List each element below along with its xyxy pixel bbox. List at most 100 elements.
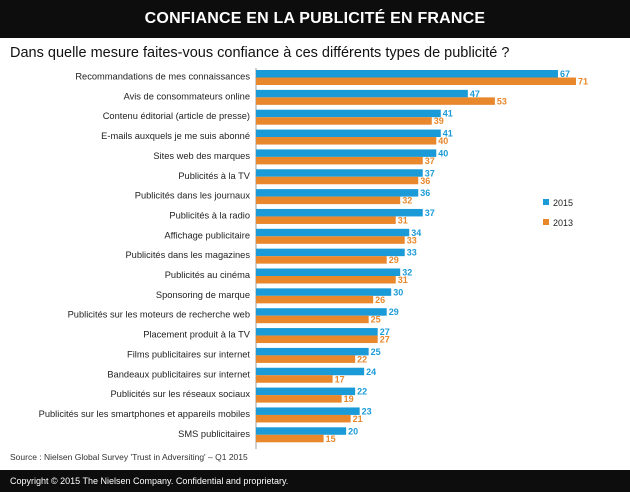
value-label-2015-sms-publicitaires: 20 (348, 426, 358, 436)
bar-2013-placement-produit-a-la-tv (256, 335, 378, 344)
chart-title-banner: CONFIANCE EN LA PUBLICITÉ EN FRANCE (0, 0, 630, 38)
legend-swatch-2013 (543, 219, 549, 225)
value-label-2015-publicites-a-la-tv: 37 (425, 168, 435, 178)
bar-2015-publicites-sur-les-reseaux-sociaux (256, 387, 356, 396)
value-label-2013-publicites-sur-les-reseaux-sociaux: 19 (344, 394, 354, 404)
value-label-2015-publicites-sur-les-moteurs-de-recherche-web: 29 (389, 307, 399, 317)
category-label-publicites-a-la-radio: Publicités à la radio (169, 210, 250, 220)
category-label-publicites-a-la-tv: Publicités à la TV (178, 171, 250, 181)
bar-2013-publicites-sur-les-reseaux-sociaux (256, 395, 342, 403)
value-label-2013-sponsoring-de-marque: 26 (375, 295, 385, 305)
bar-2013-sites-web-des-marques (256, 156, 423, 165)
bar-2013-recommandations-de-mes-connaissances (256, 77, 576, 85)
category-label-sms-publicitaires: SMS publicitaires (178, 429, 250, 439)
value-label-2013-e-mails-auxquels-je-me-suis-abonne: 40 (438, 136, 448, 146)
bar-2015-placement-produit-a-la-tv (256, 328, 378, 336)
value-label-2013-recommandations-de-mes-connaissances: 71 (578, 77, 588, 87)
bar-chart: Recommandations de mes connaissances 67 71… (39, 68, 588, 450)
bar-2015-publicites-a-la-tv (256, 169, 423, 177)
bar-2013-sms-publicitaires (256, 434, 324, 443)
chart-title: CONFIANCE EN LA PUBLICITÉ EN FRANCE (144, 10, 486, 27)
value-label-2013-publicites-a-la-radio: 31 (398, 215, 408, 225)
bar-2013-films-publicitaires-sur-internet (256, 355, 356, 363)
copyright-footer: Copyright © 2015 The Nielsen Company. Co… (0, 470, 630, 492)
bar-2015-bandeaux-publicitaires-sur-internet (256, 367, 365, 376)
category-label-publicites-sur-les-moteurs-de-recherche-web: Publicités sur les moteurs de recherche … (68, 310, 250, 320)
value-label-2015-films-publicitaires-sur-internet: 25 (371, 347, 381, 357)
category-label-e-mails-auxquels-je-me-suis-abonne: E-mails auxquels je me suis abonné (101, 131, 250, 141)
bar-2013-publicites-dans-les-magazines (256, 256, 387, 264)
bar-2015-publicites-sur-les-smartphones-et-appareils-mobiles (256, 407, 360, 415)
value-label-2015-e-mails-auxquels-je-me-suis-abonne: 41 (443, 129, 453, 139)
category-label-contenu-editorial-article-de-presse: Contenu éditorial (article de presse) (103, 111, 250, 121)
value-label-2015-publicites-sur-les-smartphones-et-appareils-mobiles: 23 (362, 406, 372, 416)
bar-2013-avis-de-consommateurs-online (256, 97, 495, 105)
bar-2013-publicites-dans-les-journaux (256, 196, 401, 205)
category-label-sponsoring-de-marque: Sponsoring de marque (156, 290, 250, 300)
bar-2013-publicites-au-cinema (256, 276, 396, 284)
bar-2013-e-mails-auxquels-je-me-suis-abonne (256, 137, 437, 145)
value-label-2013-sms-publicitaires: 15 (326, 434, 336, 444)
value-label-2013-publicites-dans-les-journaux: 32 (402, 196, 412, 206)
value-label-2013-publicites-a-la-tv: 36 (420, 176, 430, 186)
category-label-publicites-dans-les-journaux: Publicités dans les journaux (135, 191, 251, 201)
value-label-2015-sites-web-des-marques: 40 (438, 148, 448, 158)
category-label-recommandations-de-mes-connaissances: Recommandations de mes connaissances (75, 72, 250, 82)
legend-label-2015: 2015 (553, 198, 573, 208)
value-label-2013-placement-produit-a-la-tv: 27 (380, 335, 390, 345)
value-label-2013-contenu-editorial-article-de-presse: 39 (434, 116, 444, 126)
value-label-2015-recommandations-de-mes-connaissances: 67 (560, 69, 570, 79)
value-label-2013-publicites-sur-les-smartphones-et-appareils-mobiles: 21 (353, 414, 363, 424)
value-label-2015-sponsoring-de-marque: 30 (393, 287, 403, 297)
value-label-2013-publicites-sur-les-moteurs-de-recherche-web: 25 (371, 315, 381, 325)
value-label-2013-sites-web-des-marques: 37 (425, 156, 435, 166)
source-note: Source : Nielsen Global Survey 'Trust in… (10, 452, 248, 462)
copyright-text: Copyright © 2015 The Nielsen Company. Co… (10, 476, 289, 486)
bar-2013-contenu-editorial-article-de-presse (256, 117, 432, 125)
bar-2015-publicites-au-cinema (256, 268, 401, 276)
bar-2015-publicites-a-la-radio (256, 208, 423, 217)
bar-2015-publicites-dans-les-journaux (256, 189, 419, 197)
category-label-publicites-sur-les-smartphones-et-appareils-mobiles: Publicités sur les smartphones et appare… (39, 409, 251, 419)
category-label-avis-de-consommateurs-online: Avis de consommateurs online (124, 91, 250, 101)
bar-2013-publicites-sur-les-smartphones-et-appareils-mobiles (256, 414, 351, 423)
category-label-films-publicitaires-sur-internet: Films publicitaires sur internet (127, 349, 250, 359)
category-label-placement-produit-a-la-tv: Placement produit à la TV (143, 330, 251, 340)
value-label-2015-avis-de-consommateurs-online: 47 (470, 89, 480, 99)
bar-2015-avis-de-consommateurs-online (256, 89, 468, 98)
category-label-affichage-publicitaire: Affichage publicitaire (164, 230, 250, 240)
bar-2015-sms-publicitaires (256, 427, 347, 435)
bar-2013-sponsoring-de-marque (256, 295, 374, 304)
category-label-bandeaux-publicitaires-sur-internet: Bandeaux publicitaires sur internet (107, 369, 250, 379)
legend-label-2013: 2013 (553, 218, 573, 228)
bar-2013-publicites-a-la-tv (256, 176, 419, 185)
bar-2015-publicites-sur-les-moteurs-de-recherche-web (256, 308, 387, 316)
value-label-2015-publicites-dans-les-journaux: 36 (420, 188, 430, 198)
bar-2015-e-mails-auxquels-je-me-suis-abonne (256, 129, 441, 138)
value-label-2015-publicites-dans-les-magazines: 33 (407, 248, 417, 258)
legend-swatch-2015 (543, 199, 549, 205)
category-label-sites-web-des-marques: Sites web des marques (153, 151, 250, 161)
value-label-2015-affichage-publicitaire: 34 (411, 228, 421, 238)
chart-subtitle: Dans quelle mesure faites-vous confiance… (10, 45, 510, 61)
bar-2015-films-publicitaires-sur-internet (256, 347, 369, 356)
bar-2015-affichage-publicitaire (256, 228, 410, 237)
value-label-2015-publicites-a-la-radio: 37 (425, 208, 435, 218)
value-label-2015-publicites-au-cinema: 32 (402, 268, 412, 278)
category-label-publicites-au-cinema: Publicités au cinéma (165, 270, 251, 280)
bar-2015-recommandations-de-mes-connaissances (256, 70, 558, 78)
bar-2015-publicites-dans-les-magazines (256, 248, 405, 257)
value-label-2013-bandeaux-publicitaires-sur-internet: 17 (335, 374, 345, 384)
bar-2015-contenu-editorial-article-de-presse (256, 109, 441, 118)
value-label-2013-affichage-publicitaire: 33 (407, 235, 417, 245)
bar-2013-affichage-publicitaire (256, 236, 405, 244)
value-label-2013-publicites-dans-les-magazines: 29 (389, 255, 399, 265)
bar-2015-sponsoring-de-marque (256, 288, 392, 296)
category-label-publicites-sur-les-reseaux-sociaux: Publicités sur les réseaux sociaux (110, 389, 250, 399)
category-label-publicites-dans-les-magazines: Publicités dans les magazines (125, 250, 250, 260)
bar-2013-publicites-a-la-radio (256, 216, 396, 224)
bar-2013-publicites-sur-les-moteurs-de-recherche-web (256, 315, 369, 324)
value-label-2015-contenu-editorial-article-de-presse: 41 (443, 109, 453, 119)
value-label-2015-bandeaux-publicitaires-sur-internet: 24 (366, 367, 376, 377)
bar-2013-bandeaux-publicitaires-sur-internet (256, 375, 333, 383)
